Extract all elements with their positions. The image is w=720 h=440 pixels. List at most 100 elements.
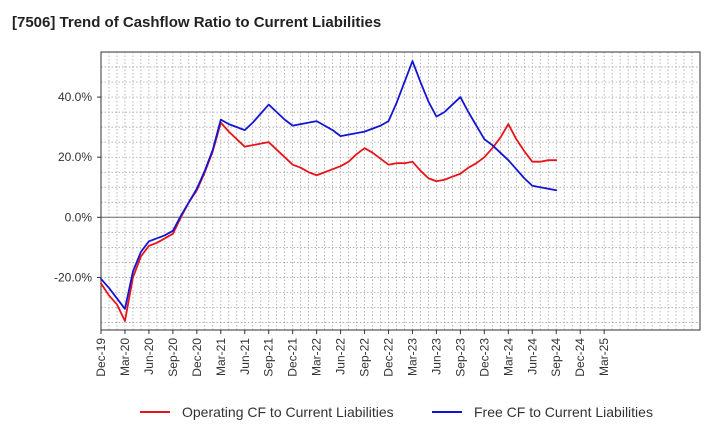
data-point-free-cf-to-current-liabilities — [515, 168, 517, 170]
data-point-operating-cf-to-current-liabilities — [499, 136, 501, 138]
x-tick-label: Dec-22 — [382, 338, 396, 377]
data-point-free-cf-to-current-liabilities — [555, 189, 557, 191]
data-point-free-cf-to-current-liabilities — [132, 270, 134, 272]
data-point-operating-cf-to-current-liabilities — [363, 147, 365, 149]
x-tick-label: Mar-23 — [405, 338, 419, 376]
data-point-free-cf-to-current-liabilities — [283, 118, 285, 120]
data-point-free-cf-to-current-liabilities — [236, 126, 238, 128]
data-point-free-cf-to-current-liabilities — [315, 120, 317, 122]
data-point-operating-cf-to-current-liabilities — [252, 144, 254, 146]
data-point-operating-cf-to-current-liabilities — [283, 156, 285, 158]
data-point-operating-cf-to-current-liabilities — [555, 159, 557, 161]
x-tick-label: Dec-21 — [286, 338, 300, 377]
data-point-free-cf-to-current-liabilities — [307, 121, 309, 123]
x-tick-label: Sep-21 — [262, 338, 276, 377]
data-point-operating-cf-to-current-liabilities — [539, 160, 541, 162]
data-point-free-cf-to-current-liabilities — [260, 112, 262, 114]
data-point-operating-cf-to-current-liabilities — [276, 148, 278, 150]
data-point-operating-cf-to-current-liabilities — [427, 177, 429, 179]
data-point-free-cf-to-current-liabilities — [196, 188, 198, 190]
data-point-operating-cf-to-current-liabilities — [515, 138, 517, 140]
data-point-free-cf-to-current-liabilities — [212, 148, 214, 150]
data-point-free-cf-to-current-liabilities — [395, 102, 397, 104]
data-point-free-cf-to-current-liabilities — [531, 185, 533, 187]
x-tick-label: Dec-23 — [477, 338, 491, 377]
x-tick-label: Jun-21 — [238, 338, 252, 375]
x-tick-label: Mar-20 — [118, 338, 132, 376]
legend-swatch-operating-cf — [140, 411, 170, 413]
data-point-operating-cf-to-current-liabilities — [379, 157, 381, 159]
data-point-operating-cf-to-current-liabilities — [491, 147, 493, 149]
data-point-operating-cf-to-current-liabilities — [531, 160, 533, 162]
x-tick-label: Jun-24 — [525, 338, 539, 375]
data-point-free-cf-to-current-liabilities — [379, 124, 381, 126]
data-point-free-cf-to-current-liabilities — [291, 124, 293, 126]
data-point-operating-cf-to-current-liabilities — [299, 167, 301, 169]
data-point-operating-cf-to-current-liabilities — [419, 170, 421, 172]
data-point-free-cf-to-current-liabilities — [539, 186, 541, 188]
data-point-operating-cf-to-current-liabilities — [347, 160, 349, 162]
data-point-operating-cf-to-current-liabilities — [331, 168, 333, 170]
data-point-operating-cf-to-current-liabilities — [547, 159, 549, 161]
data-point-free-cf-to-current-liabilities — [244, 129, 246, 131]
legend-label-free-cf: Free CF to Current Liabilities — [474, 404, 653, 420]
data-point-free-cf-to-current-liabilities — [491, 144, 493, 146]
data-point-operating-cf-to-current-liabilities — [164, 237, 166, 239]
series-line-operating-cf-to-current-liabilities — [100, 121, 558, 322]
data-point-free-cf-to-current-liabilities — [180, 215, 182, 217]
data-point-free-cf-to-current-liabilities — [220, 118, 222, 120]
data-point-free-cf-to-current-liabilities — [475, 124, 477, 126]
y-tick-label: 40.0% — [58, 90, 92, 104]
data-point-free-cf-to-current-liabilities — [355, 132, 357, 134]
grid-lines — [100, 51, 701, 330]
data-point-free-cf-to-current-liabilities — [483, 138, 485, 140]
data-point-free-cf-to-current-liabilities — [523, 177, 525, 179]
data-point-free-cf-to-current-liabilities — [507, 159, 509, 161]
data-point-operating-cf-to-current-liabilities — [307, 171, 309, 173]
data-point-free-cf-to-current-liabilities — [547, 188, 549, 190]
data-point-free-cf-to-current-liabilities — [268, 103, 270, 105]
data-point-free-cf-to-current-liabilities — [172, 230, 174, 232]
data-point-operating-cf-to-current-liabilities — [323, 171, 325, 173]
data-point-operating-cf-to-current-liabilities — [411, 160, 413, 162]
data-point-free-cf-to-current-liabilities — [419, 81, 421, 83]
data-point-free-cf-to-current-liabilities — [276, 111, 278, 113]
data-point-free-cf-to-current-liabilities — [403, 81, 405, 83]
data-point-operating-cf-to-current-liabilities — [124, 320, 126, 322]
data-point-operating-cf-to-current-liabilities — [355, 153, 357, 155]
series-line-free-cf-to-current-liabilities — [100, 60, 558, 310]
data-point-operating-cf-to-current-liabilities — [108, 294, 110, 296]
data-point-free-cf-to-current-liabilities — [156, 237, 158, 239]
data-point-free-cf-to-current-liabilities — [331, 129, 333, 131]
x-tick-label: Sep-23 — [453, 338, 467, 377]
x-tick-label: Jun-20 — [142, 338, 156, 375]
data-point-free-cf-to-current-liabilities — [299, 123, 301, 125]
data-point-free-cf-to-current-liabilities — [347, 133, 349, 135]
data-point-operating-cf-to-current-liabilities — [291, 164, 293, 166]
data-point-free-cf-to-current-liabilities — [363, 130, 365, 132]
data-point-operating-cf-to-current-liabilities — [339, 165, 341, 167]
x-tick-label: Jun-22 — [334, 338, 348, 375]
data-point-operating-cf-to-current-liabilities — [228, 130, 230, 132]
axes — [97, 51, 701, 334]
data-point-free-cf-to-current-liabilities — [108, 287, 110, 289]
data-point-free-cf-to-current-liabilities — [140, 251, 142, 253]
data-point-free-cf-to-current-liabilities — [371, 127, 373, 129]
plot-frame — [100, 51, 701, 331]
x-tick-label: Mar-21 — [214, 338, 228, 376]
data-point-free-cf-to-current-liabilities — [164, 234, 166, 236]
data-point-operating-cf-to-current-liabilities — [148, 245, 150, 247]
data-point-operating-cf-to-current-liabilities — [260, 142, 262, 144]
data-point-operating-cf-to-current-liabilities — [116, 303, 118, 305]
data-point-operating-cf-to-current-liabilities — [395, 162, 397, 164]
legend-swatch-free-cf — [432, 411, 462, 413]
data-point-operating-cf-to-current-liabilities — [172, 233, 174, 235]
data-point-operating-cf-to-current-liabilities — [268, 141, 270, 143]
data-point-operating-cf-to-current-liabilities — [236, 138, 238, 140]
data-point-operating-cf-to-current-liabilities — [315, 174, 317, 176]
data-point-operating-cf-to-current-liabilities — [100, 282, 102, 284]
chart-title: [7506] Trend of Cashflow Ratio to Curren… — [12, 14, 382, 31]
x-tick-labels: Dec-19 Mar-20 Jun-20 Sep-20 Dec-20 Mar-21 Jun-… — [94, 338, 611, 377]
data-point-free-cf-to-current-liabilities — [427, 100, 429, 102]
data-point-operating-cf-to-current-liabilities — [483, 156, 485, 158]
